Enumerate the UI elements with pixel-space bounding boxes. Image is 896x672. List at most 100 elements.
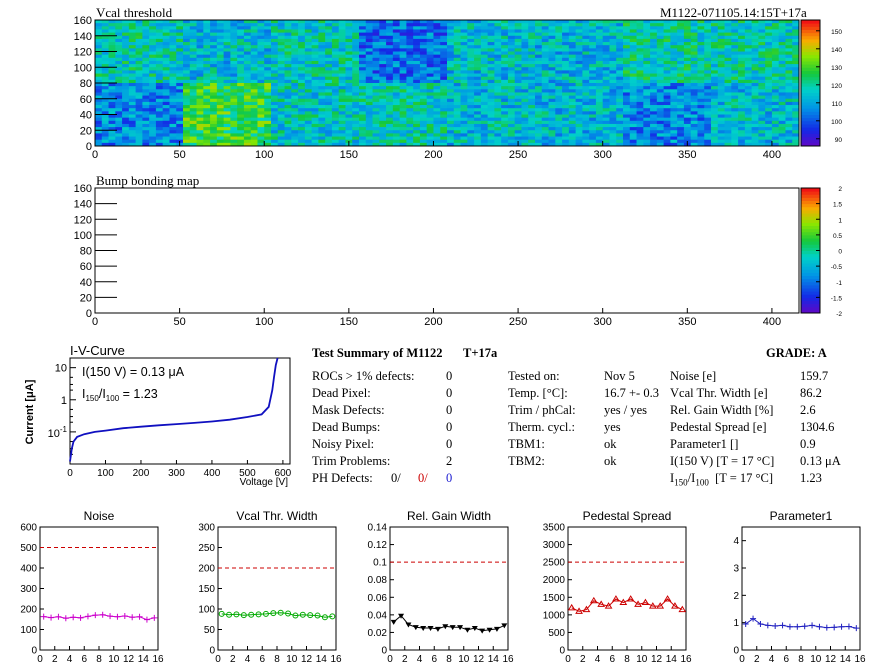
heatmap-cell: [338, 51, 346, 56]
heatmap-cell: [311, 51, 319, 56]
heatmap-cell: [284, 35, 292, 40]
heatmap-cell: [582, 136, 590, 141]
heatmap-cell: [447, 60, 455, 65]
heatmap-cell: [521, 20, 529, 24]
heatmap-cell: [386, 111, 394, 115]
heatmap-cell: [406, 114, 414, 119]
heatmap-cell: [528, 83, 536, 87]
heatmap-cell: [162, 136, 170, 141]
iv-title: I-V-Curve: [70, 343, 125, 358]
heatmap-cell: [765, 133, 773, 137]
heatmap-cell: [501, 79, 509, 84]
heatmap-cell: [183, 127, 191, 131]
heatmap-cell: [480, 136, 489, 141]
heatmap-cell: [365, 54, 373, 59]
heatmap-cell: [331, 83, 340, 87]
heatmap-cell: [142, 108, 150, 112]
heatmap-cell: [162, 142, 170, 147]
heatmap-cell: [284, 123, 292, 128]
heatmap-cell: [257, 29, 265, 33]
heatmap-cell: [670, 117, 678, 122]
heatmap-cell: [155, 95, 164, 100]
heatmap-cell: [785, 108, 793, 112]
heatmap-cell: [683, 123, 692, 128]
heatmap-cell: [318, 83, 326, 87]
heatmap-cell: [643, 64, 651, 68]
colorbar-cell: [801, 101, 820, 106]
heatmap-cell: [656, 60, 665, 65]
heatmap-cell: [467, 142, 475, 147]
heatmap-cell: [629, 136, 637, 141]
heatmap-cell: [656, 89, 665, 93]
heatmap-cell: [677, 79, 685, 84]
heatmap-cell: [122, 38, 130, 43]
heatmap-cell: [271, 64, 279, 68]
heatmap-cell: [426, 95, 434, 100]
heatmap-cell: [250, 86, 258, 90]
heatmap-cell: [122, 111, 130, 115]
heatmap-cell: [609, 73, 617, 78]
heatmap-cell: [372, 32, 380, 37]
heatmap-cell: [210, 45, 218, 49]
heatmap-cell: [609, 108, 617, 112]
heatmap-cell: [365, 38, 373, 43]
heatmap-cell: [582, 142, 590, 147]
heatmap-cell: [216, 32, 225, 37]
heatmap-cell: [765, 42, 773, 46]
heatmap-cell: [507, 42, 516, 46]
heatmap-cell: [771, 108, 780, 112]
data-point: [648, 602, 657, 609]
heatmap-cell: [203, 51, 211, 56]
heatmap-cell: [345, 76, 353, 81]
heatmap-cell: [426, 105, 434, 109]
heatmap-cell: [223, 26, 231, 30]
heatmap-cell: [257, 60, 265, 65]
y-tick-label: 0: [31, 646, 37, 657]
heatmap-cell: [243, 130, 252, 134]
heatmap-cell: [751, 54, 759, 59]
heatmap-cell: [568, 111, 577, 115]
heatmap-cell: [683, 111, 692, 115]
heatmap-cell: [311, 76, 319, 81]
heatmap-cell: [744, 42, 753, 46]
heatmap-cell: [683, 130, 692, 134]
heatmap-cell: [142, 79, 150, 84]
heatmap-cell: [277, 54, 285, 59]
heatmap-cell: [155, 51, 164, 56]
heatmap-cell: [379, 64, 387, 68]
heatmap-cell: [514, 76, 522, 81]
heatmap-cell: [264, 45, 272, 49]
heatmap-cell: [616, 117, 624, 122]
heatmap-cell: [311, 95, 319, 100]
defect-value: 0: [446, 420, 453, 434]
heatmap-cell: [392, 136, 401, 141]
heatmap-cell: [474, 142, 482, 147]
heatmap-cell: [744, 101, 753, 106]
heatmap-cell: [115, 86, 123, 90]
heatmap-cell: [365, 114, 373, 119]
heatmap-cell: [555, 133, 563, 137]
heatmap-cell: [365, 73, 373, 78]
heatmap-cell: [392, 98, 401, 103]
heatmap-cell: [352, 32, 360, 37]
heatmap-cell: [365, 86, 373, 90]
x-tick-label: 2: [580, 654, 586, 665]
heatmap-cell: [683, 32, 692, 37]
heatmap-cell: [386, 142, 394, 147]
heatmap-cell: [548, 23, 556, 27]
heatmap-cell: [95, 70, 103, 74]
heatmap-cell: [447, 26, 455, 30]
heatmap-cell: [656, 54, 665, 59]
heatmap-cell: [318, 95, 326, 100]
heatmap-cell: [602, 26, 610, 30]
heatmap-cell: [562, 54, 570, 59]
heatmap-cell: [433, 95, 441, 100]
heatmap-cell: [568, 35, 577, 40]
heatmap-cell: [548, 54, 556, 59]
heatmap-cell: [291, 51, 299, 56]
heatmap-cell: [447, 114, 455, 119]
heatmap-cell: [690, 38, 698, 43]
heatmap-cell: [101, 111, 109, 115]
heatmap-cell: [663, 54, 671, 59]
heatmap-cell: [751, 60, 759, 65]
